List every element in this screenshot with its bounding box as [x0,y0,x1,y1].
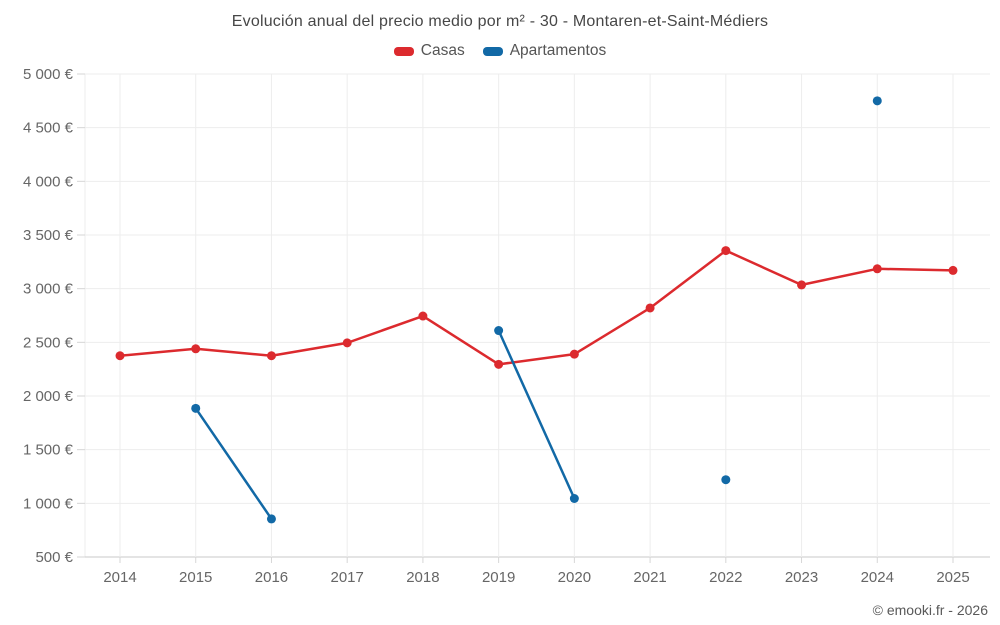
y-axis-tick-label: 500 € [35,549,73,566]
series-segment-apartamentos [497,329,576,500]
y-axis-tick-label: 5 000 € [23,66,74,83]
copyright-text: © emooki.fr - 2026 [872,602,988,618]
x-axis-tick-label: 2015 [179,569,212,586]
x-axis-tick-label: 2017 [330,569,363,586]
legend-item-apartamentos[interactable]: Apartamentos [482,42,607,60]
data-point-casas-2022[interactable] [721,246,731,256]
series-segment-casas [118,347,197,357]
x-axis-tick-label: 2020 [558,569,591,586]
legend-label-casas: Casas [420,42,465,59]
series-segment-casas [876,267,955,272]
chart-title: Evolución anual del precio medio por m² … [231,13,769,30]
y-axis-tick-label: 1 000 € [23,495,74,512]
legend-label-apartamentos: Apartamentos [509,42,607,59]
data-point-casas-2020[interactable] [569,349,579,359]
x-axis-tick-label: 2019 [482,569,515,586]
x-axis-tick-label: 2016 [255,569,288,586]
y-axis-tick-label: 4 000 € [23,173,74,190]
y-axis-tick-label: 4 500 € [23,120,74,137]
series-segment-casas [648,249,728,310]
data-point-casas-2024[interactable] [872,264,882,274]
data-point-casas-2014[interactable] [115,351,125,361]
data-point-apartamentos-2019[interactable] [494,326,504,336]
series-segment-casas [194,347,273,357]
x-axis-tick-label: 2024 [861,569,894,586]
data-point-apartamentos-2024[interactable] [872,96,882,106]
data-point-apartamentos-2016[interactable] [266,514,276,524]
chart-legend: Casas Apartamentos [0,42,1000,60]
series-segment-casas [421,314,500,366]
series-segment-casas [345,314,425,345]
y-axis-tick-label: 2 000 € [23,388,74,405]
x-axis-tick-label: 2014 [103,569,136,586]
legend-item-casas[interactable]: Casas [393,42,465,60]
x-axis-tick-label: 2025 [936,569,969,586]
legend-swatch-casas-icon [393,46,414,56]
series-segment-casas [497,352,576,366]
x-axis-tick-label: 2021 [633,569,666,586]
legend-swatch-apartamentos-icon [482,46,503,56]
series-segment-casas [724,249,803,287]
y-axis-tick-label: 3 500 € [23,227,74,244]
y-axis-tick-label: 3 000 € [23,281,74,298]
data-point-casas-2019[interactable] [494,359,504,369]
series-segment-apartamentos [194,407,273,521]
data-point-casas-2025[interactable] [948,265,958,275]
x-axis-tick-label: 2018 [406,569,439,586]
data-point-casas-2015[interactable] [191,344,201,354]
data-point-casas-2018[interactable] [418,311,428,321]
x-axis-tick-label: 2022 [709,569,742,586]
data-point-apartamentos-2022[interactable] [721,475,731,485]
data-point-casas-2016[interactable] [266,351,276,361]
data-point-apartamentos-2015[interactable] [191,403,201,413]
series-segment-casas [800,267,879,287]
series-segment-casas [270,341,349,357]
data-point-casas-2023[interactable] [797,280,807,290]
y-axis-tick-label: 2 500 € [23,334,74,351]
data-point-casas-2021[interactable] [645,303,655,313]
data-point-casas-2017[interactable] [342,338,352,348]
x-axis-tick-label: 2023 [785,569,818,586]
series-segment-casas [573,306,652,356]
data-point-apartamentos-2020[interactable] [569,494,579,504]
y-axis-tick-label: 1 500 € [23,442,74,459]
